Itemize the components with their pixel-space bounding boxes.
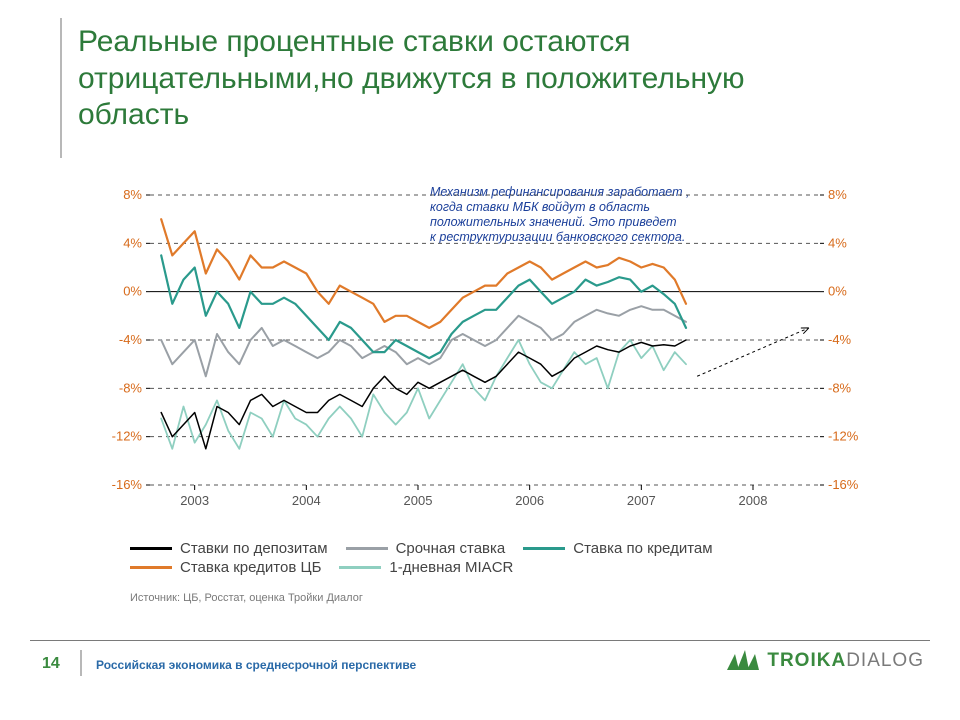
svg-text:0%: 0% [828,284,847,299]
slide-title: Реальные процентные ставки остаются отри… [78,24,858,134]
page-number: 14 [42,655,60,673]
svg-text:2003: 2003 [180,493,209,508]
footer-vline [80,650,82,676]
svg-text:-4%: -4% [119,332,143,347]
svg-text:-16%: -16% [112,477,143,492]
legend: Ставки по депозитам Срочная ставка Ставк… [130,540,860,578]
legend-item-miacr: 1-дневная MIACR [339,559,513,576]
legend-item-credit: Ставка по кредитам [523,540,712,557]
svg-text:2005: 2005 [404,493,433,508]
svg-text:-4%: -4% [828,332,852,347]
svg-text:-8%: -8% [119,380,143,395]
footer-note: Российская экономика в среднесрочной пер… [96,658,416,672]
svg-text:-12%: -12% [828,429,859,444]
source-text: Источник: ЦБ, Росстат, оценка Тройки Диа… [130,592,363,604]
svg-text:0%: 0% [123,284,142,299]
svg-text:-12%: -12% [112,429,143,444]
legend-item-srochnaya: Срочная ставка [346,540,506,557]
svg-text:2008: 2008 [739,493,768,508]
svg-text:2004: 2004 [292,493,321,508]
svg-text:-16%: -16% [828,477,859,492]
legend-item-deposit: Ставки по депозитам [130,540,328,557]
svg-text:4%: 4% [123,235,142,250]
svg-text:2007: 2007 [627,493,656,508]
svg-text:4%: 4% [828,235,847,250]
slide: Реальные процентные ставки остаются отри… [0,0,960,720]
svg-text:8%: 8% [828,187,847,202]
svg-text:2006: 2006 [515,493,544,508]
logo-icon [725,648,761,674]
title-rule [60,18,62,158]
svg-text:8%: 8% [123,187,142,202]
troika-logo: TROIKADIALOG [725,648,924,674]
legend-item-cbr: Ставка кредитов ЦБ [130,559,321,576]
svg-text:-8%: -8% [828,380,852,395]
footer-rule [30,640,930,641]
line-chart: 8% 8% 4% 4% 0% 0% -4% -4% -8% -8% -12% -12% -16% -16%… [90,185,880,515]
